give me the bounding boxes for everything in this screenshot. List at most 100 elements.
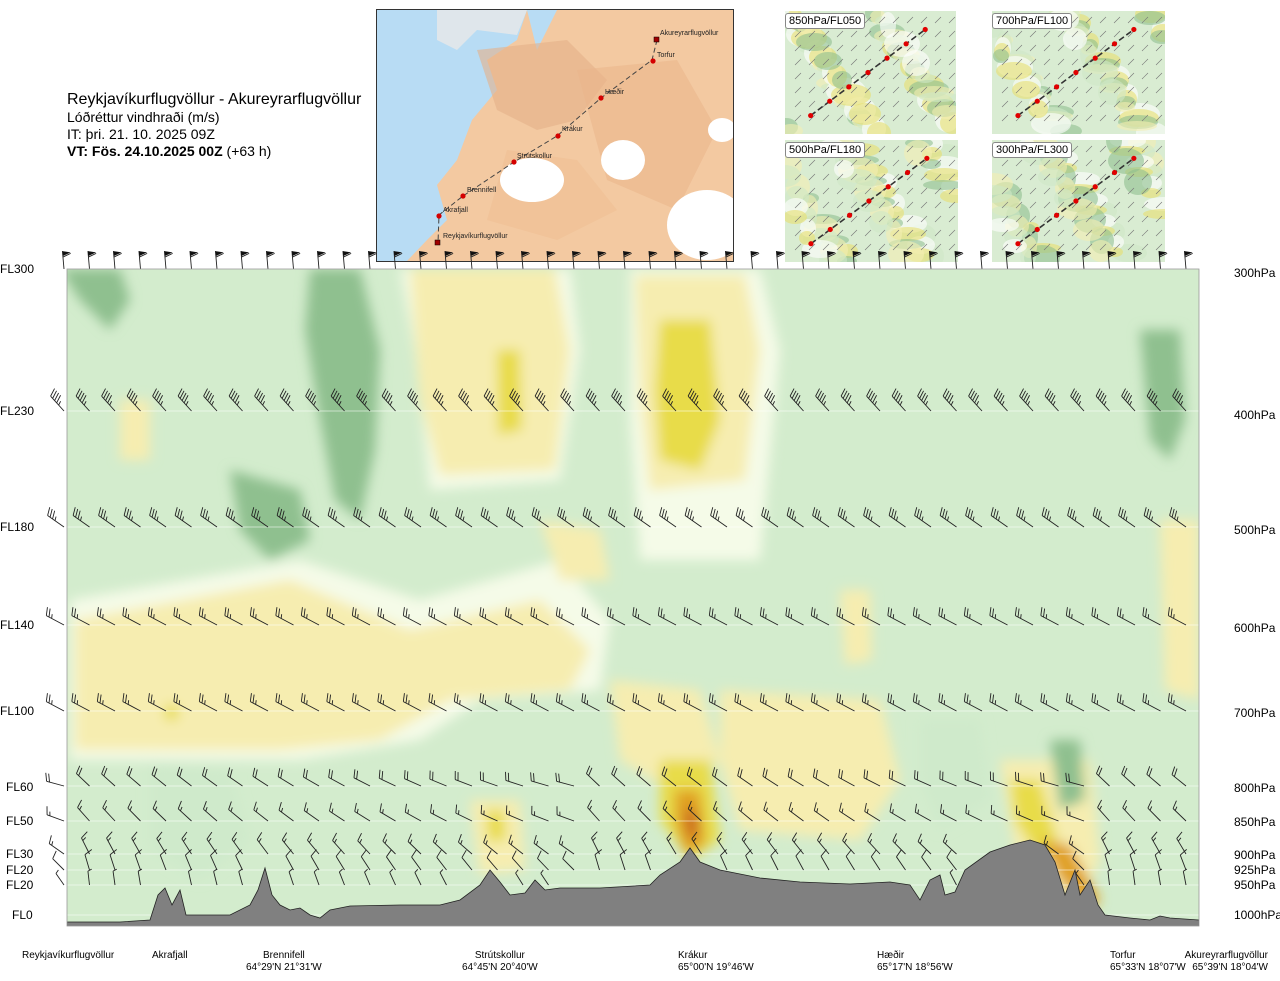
- wind-barb: [912, 693, 932, 712]
- place-name: Strútskollur: [474, 950, 525, 961]
- barb-halftick: [280, 614, 283, 619]
- barb-halftick: [331, 808, 334, 813]
- wind-barb: [870, 849, 881, 871]
- barb-staff: [607, 615, 626, 626]
- wind-barb: [938, 607, 957, 626]
- inset-barb: [920, 173, 928, 181]
- barb-tick: [1068, 694, 1071, 704]
- barb-halftick: [1173, 700, 1175, 705]
- barb-halftick: [793, 838, 797, 843]
- wind-barb: [364, 868, 371, 886]
- wind-barb: [327, 507, 345, 528]
- barb-tick: [939, 507, 943, 516]
- barb-halftick: [642, 837, 647, 842]
- barb-tick: [606, 607, 609, 616]
- inset-barb: [878, 114, 886, 122]
- barb-halftick: [153, 614, 155, 619]
- barb-tick: [1108, 252, 1117, 258]
- inset-barb: [1029, 201, 1037, 209]
- barb-staff: [84, 854, 90, 871]
- barb-halftick: [663, 700, 665, 705]
- barb-tick: [1148, 768, 1153, 777]
- wind-barb: [338, 868, 345, 886]
- inset-barb: [808, 229, 816, 237]
- barb-tick: [285, 849, 292, 857]
- barb-halftick: [534, 811, 536, 816]
- barb-tick: [1119, 608, 1122, 618]
- inset-field-blob: [849, 103, 881, 125]
- hpa-label: 900hPa: [1234, 848, 1276, 862]
- barb-tick: [558, 694, 561, 704]
- barb-tick: [249, 607, 252, 616]
- barb-tick: [741, 832, 748, 840]
- barb-staff: [591, 837, 600, 855]
- barb-staff: [382, 840, 396, 855]
- barb-staff: [1154, 854, 1161, 871]
- inset-barb: [808, 173, 816, 181]
- barb-staff: [279, 395, 294, 412]
- inset-barb: [850, 72, 858, 80]
- inset-barb: [1099, 16, 1107, 24]
- barb-tick: [770, 395, 775, 404]
- wind-barb: [759, 607, 779, 626]
- place-name: Torfur: [1110, 950, 1136, 961]
- inset-barb: [1113, 159, 1121, 167]
- barb-tick: [326, 607, 329, 616]
- barb-halftick: [942, 809, 945, 815]
- barb-staff: [716, 838, 728, 855]
- barb-tick: [921, 392, 926, 401]
- barb-tick: [611, 388, 616, 397]
- barb-tick: [100, 508, 104, 518]
- inset-barb: [808, 100, 816, 108]
- barb-flag: [929, 251, 938, 257]
- barb-tick: [330, 508, 334, 518]
- barb-staff: [1104, 854, 1110, 871]
- wind-barb: [949, 869, 957, 886]
- inset-barb: [1071, 16, 1079, 24]
- barb-tick: [562, 510, 566, 520]
- barb-tick: [940, 804, 943, 813]
- inset-barb: [1043, 44, 1051, 52]
- barb-staff: [917, 395, 932, 412]
- barb-halftick: [1154, 401, 1158, 406]
- barb-staff: [1015, 615, 1034, 626]
- barb-tick: [307, 390, 312, 399]
- barb-halftick: [109, 401, 113, 406]
- wind-barb: [303, 802, 320, 822]
- barb-tick: [863, 507, 867, 516]
- place-name: Reykjavíkurflugvöllur: [22, 950, 115, 961]
- wind-barb: [203, 388, 218, 412]
- barb-tick: [616, 831, 623, 839]
- inset-barb: [1113, 187, 1121, 195]
- barb-staff: [1132, 251, 1136, 270]
- barb-tick: [210, 849, 217, 856]
- barb-staff: [97, 701, 116, 712]
- inset-barb: [822, 86, 830, 94]
- barb-halftick: [816, 808, 819, 813]
- inset-field-blob: [1150, 30, 1165, 44]
- barb-tick: [967, 508, 971, 518]
- inset-barb: [1141, 215, 1149, 223]
- barb-halftick: [943, 700, 946, 705]
- barb-halftick: [80, 516, 82, 521]
- barb-halftick: [483, 810, 485, 815]
- barb-staff: [611, 395, 626, 412]
- wind-barb: [72, 507, 90, 528]
- inset-barb: [906, 100, 914, 108]
- barb-tick: [201, 608, 204, 618]
- barb-staff: [581, 615, 600, 626]
- inset-barb: [1127, 173, 1135, 181]
- barb-staff: [662, 808, 677, 822]
- barb-staff: [863, 515, 881, 528]
- inset-barb: [906, 159, 914, 167]
- barb-tick: [1044, 388, 1050, 397]
- barb-halftick: [612, 614, 614, 619]
- barb-tick: [327, 507, 331, 516]
- barb-halftick: [765, 614, 767, 619]
- wind-barb: [555, 693, 575, 712]
- inset-barb: [822, 44, 830, 52]
- inset-field-blob: [785, 124, 803, 134]
- wind-barb: [537, 850, 549, 871]
- barb-staff: [360, 856, 371, 871]
- barb-tick: [309, 392, 314, 401]
